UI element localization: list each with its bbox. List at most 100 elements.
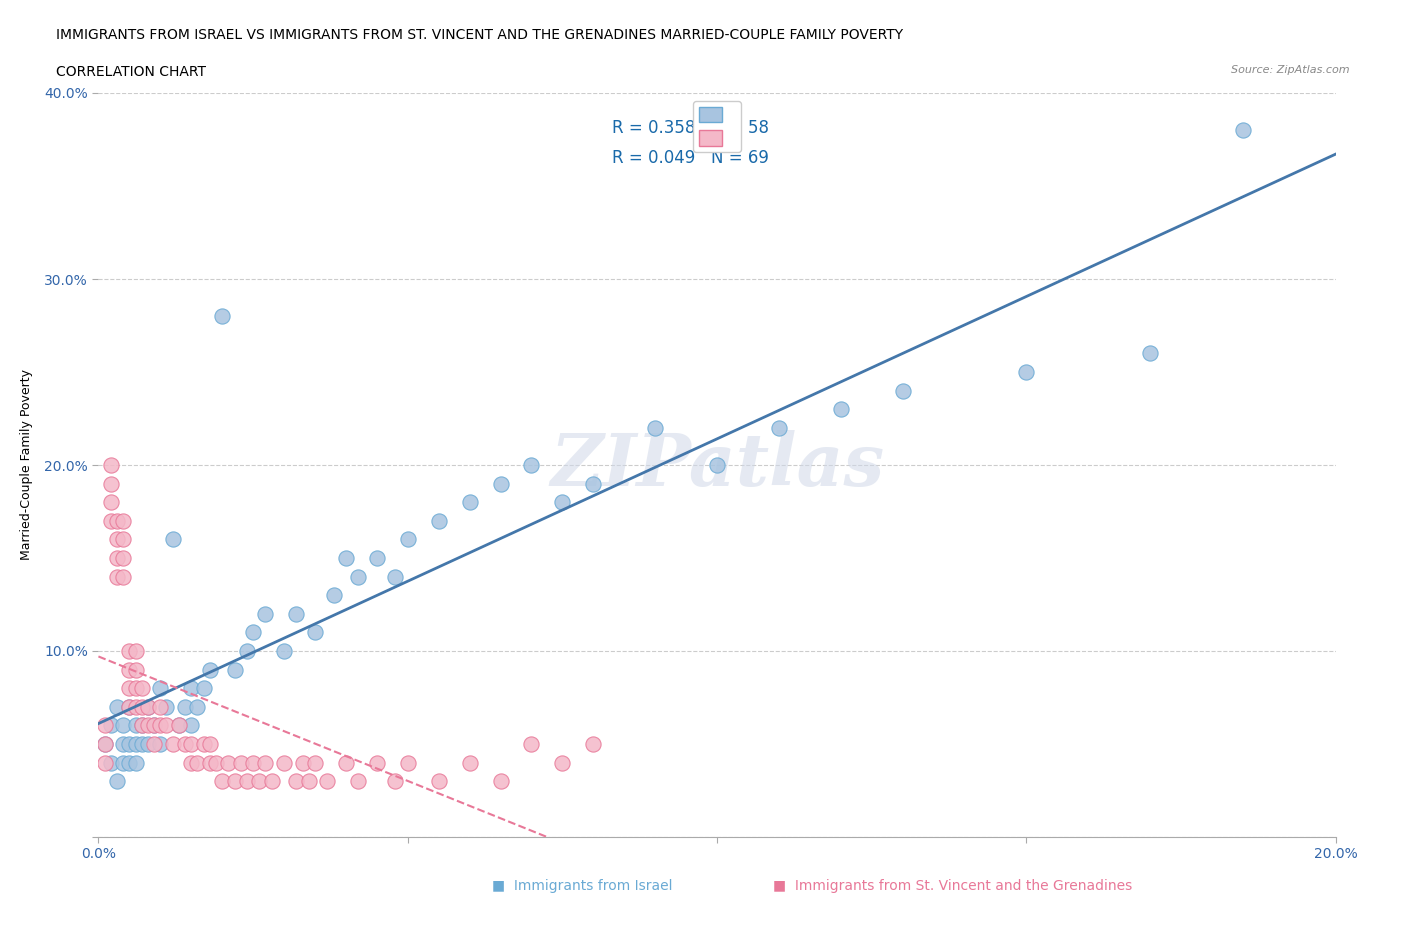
Text: ■  Immigrants from Israel: ■ Immigrants from Israel — [492, 879, 672, 893]
Point — [105, 699, 128, 714]
Point — [118, 699, 141, 714]
Point — [124, 662, 146, 677]
Text: R = 0.358   N = 58: R = 0.358 N = 58 — [612, 119, 769, 137]
Point — [260, 774, 283, 789]
Point — [384, 774, 406, 789]
Point — [347, 774, 370, 789]
Point — [830, 402, 852, 417]
Point — [167, 718, 190, 733]
Point — [112, 532, 135, 547]
Point — [322, 588, 344, 603]
Point — [186, 699, 208, 714]
Point — [242, 755, 264, 770]
Point — [124, 699, 146, 714]
Point — [520, 737, 543, 751]
Point — [236, 644, 259, 658]
Point — [118, 737, 141, 751]
Point — [180, 737, 202, 751]
Point — [93, 755, 115, 770]
Point — [112, 737, 135, 751]
Point — [162, 737, 184, 751]
Point — [100, 495, 122, 510]
Point — [205, 755, 228, 770]
Point — [143, 737, 166, 751]
Point — [254, 606, 277, 621]
Y-axis label: Married-Couple Family Poverty: Married-Couple Family Poverty — [20, 369, 32, 561]
Point — [273, 755, 295, 770]
Point — [582, 476, 605, 491]
Point — [100, 755, 122, 770]
Point — [186, 755, 208, 770]
Point — [118, 755, 141, 770]
Point — [198, 662, 221, 677]
Text: CORRELATION CHART: CORRELATION CHART — [56, 65, 207, 79]
Point — [285, 774, 308, 789]
Text: IMMIGRANTS FROM ISRAEL VS IMMIGRANTS FROM ST. VINCENT AND THE GRENADINES MARRIED: IMMIGRANTS FROM ISRAEL VS IMMIGRANTS FRO… — [56, 28, 904, 42]
Point — [193, 737, 215, 751]
Point — [100, 513, 122, 528]
Point — [131, 681, 153, 696]
Point — [298, 774, 321, 789]
Point — [347, 569, 370, 584]
Point — [112, 718, 135, 733]
Point — [551, 495, 574, 510]
Text: ZIPatlas: ZIPatlas — [550, 430, 884, 500]
Point — [112, 569, 135, 584]
Point — [124, 755, 146, 770]
Point — [93, 718, 115, 733]
Point — [105, 569, 128, 584]
Point — [217, 755, 239, 770]
Point — [124, 681, 146, 696]
Point — [489, 774, 512, 789]
Point — [124, 644, 146, 658]
Point — [427, 513, 450, 528]
Point — [118, 699, 141, 714]
Point — [304, 755, 326, 770]
Point — [242, 625, 264, 640]
Point — [285, 606, 308, 621]
Point — [136, 699, 159, 714]
Point — [180, 755, 202, 770]
Point — [100, 458, 122, 472]
Point — [1139, 346, 1161, 361]
Point — [551, 755, 574, 770]
Point — [335, 551, 357, 565]
Point — [180, 681, 202, 696]
Point — [891, 383, 914, 398]
Point — [254, 755, 277, 770]
Point — [136, 737, 159, 751]
Point — [224, 774, 246, 789]
Point — [149, 681, 172, 696]
Point — [167, 718, 190, 733]
Point — [100, 476, 122, 491]
Point — [105, 551, 128, 565]
Point — [489, 476, 512, 491]
Point — [105, 532, 128, 547]
Point — [427, 774, 450, 789]
Point — [105, 774, 128, 789]
Text: Source: ZipAtlas.com: Source: ZipAtlas.com — [1232, 65, 1350, 75]
Legend: , : , — [693, 100, 741, 153]
Point — [396, 755, 419, 770]
Point — [366, 755, 388, 770]
Point — [304, 625, 326, 640]
Point — [124, 737, 146, 751]
Point — [1015, 365, 1038, 379]
Point — [366, 551, 388, 565]
Point — [224, 662, 246, 677]
Point — [131, 718, 153, 733]
Point — [131, 718, 153, 733]
Text: ■  Immigrants from St. Vincent and the Grenadines: ■ Immigrants from St. Vincent and the Gr… — [773, 879, 1133, 893]
Point — [162, 532, 184, 547]
Point — [124, 718, 146, 733]
Point — [247, 774, 270, 789]
Point — [131, 737, 153, 751]
Point — [768, 420, 790, 435]
Point — [582, 737, 605, 751]
Point — [112, 755, 135, 770]
Point — [193, 681, 215, 696]
Point — [273, 644, 295, 658]
Point — [229, 755, 252, 770]
Point — [112, 513, 135, 528]
Point — [155, 699, 177, 714]
